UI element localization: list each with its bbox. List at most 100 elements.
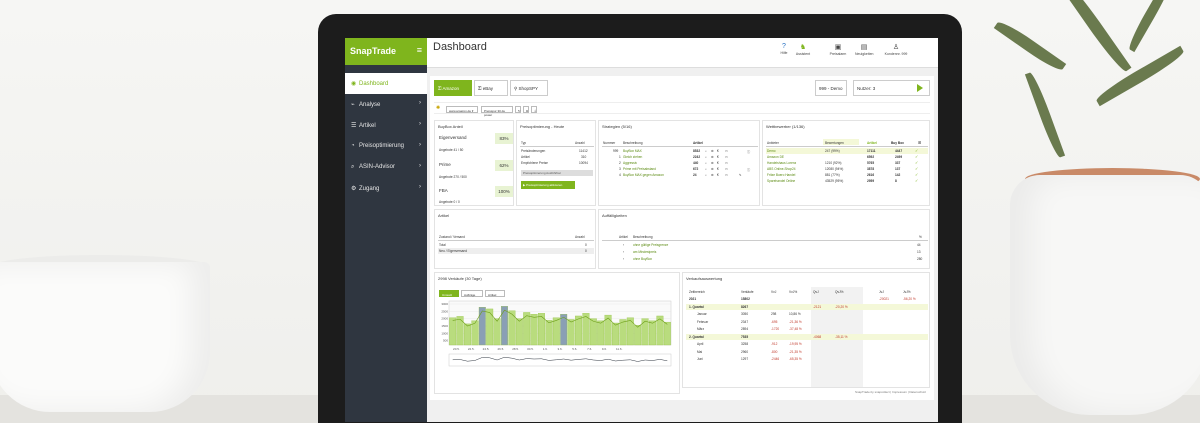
- buybox-label: Prime: [439, 162, 451, 167]
- competitor-ratings: 12080 (94%): [825, 167, 844, 171]
- eval-label[interactable]: Juni: [697, 357, 703, 361]
- ebay-icon: ⚿: [478, 86, 483, 91]
- eval-label[interactable]: 1. Quartal: [689, 304, 704, 309]
- sidebar-item-zugang[interactable]: ⚙ Zugang ›: [345, 178, 427, 199]
- strategy-name[interactable]: Gleich ziehen: [623, 155, 643, 159]
- eval-label[interactable]: 2021: [689, 297, 697, 301]
- metric-umsatz-button[interactable]: Umsatz: [439, 290, 459, 297]
- chevron-right-icon[interactable]: ›: [623, 243, 625, 247]
- sidebar-item-asin-advisor[interactable]: ⌕ ASIN-Advisor ›: [345, 157, 427, 178]
- search-icon[interactable]: ⌕: [705, 173, 707, 177]
- competitor-name[interactable]: Demo: [767, 149, 776, 153]
- x-tick-label: 7.6.: [587, 347, 592, 351]
- euro-icon[interactable]: €: [717, 161, 719, 165]
- copy-button[interactable]: ⧉: [523, 106, 529, 113]
- col-header[interactable]: Buy Box: [891, 141, 904, 145]
- edit-icon[interactable]: ✎: [739, 173, 742, 177]
- sidebar-item-analyse[interactable]: ⌁ Analyse ›: [345, 94, 427, 115]
- footer-links[interactable]: SnapTrade.by snapcollect | Impressum | D…: [855, 390, 926, 394]
- export-button[interactable]: ⇩: [531, 106, 537, 113]
- col-header: %: [919, 235, 922, 239]
- eval-label[interactable]: Mai: [697, 349, 703, 354]
- eval-value: -35,11 %: [835, 334, 848, 339]
- eval-value: -37,48 %: [789, 327, 802, 331]
- info-icon[interactable]: ⓘ: [747, 168, 751, 172]
- euro-icon[interactable]: €: [717, 167, 719, 171]
- chevron-right-icon[interactable]: ›: [623, 257, 625, 261]
- issue-label[interactable]: ohne gültige Preisgrenze: [633, 243, 669, 247]
- help-button[interactable]: ? Hilfe: [775, 43, 793, 55]
- competitor-buybox: 337: [895, 161, 901, 165]
- col-header: QvJ: [813, 290, 819, 294]
- info-icon[interactable]: ⓘ: [747, 150, 751, 154]
- competitor-name[interactable]: Fritze Buero Handel: [767, 173, 796, 177]
- sidebar-item-dashboard[interactable]: ◉ Dashboard: [345, 73, 427, 94]
- col-header[interactable]: Artikel: [867, 141, 877, 145]
- news-button[interactable]: ▤ Neuigkeiten: [855, 43, 873, 56]
- metric-auftraege-button[interactable]: Aufträge: [461, 290, 483, 297]
- chat-icon[interactable]: ▭: [725, 173, 729, 177]
- menu-icon[interactable]: ≡: [416, 45, 422, 55]
- competitor-name[interactable]: Handelshaus Lorenz: [767, 161, 797, 165]
- quarter-row-highlight: [686, 333, 928, 340]
- eval-label[interactable]: April: [697, 342, 704, 346]
- chat-icon[interactable]: ▭: [725, 167, 729, 171]
- eval-label[interactable]: Januar: [697, 312, 707, 316]
- columns-icon[interactable]: ⊞: [918, 140, 922, 145]
- eval-label[interactable]: 2. Quartal: [689, 334, 704, 339]
- play-icon[interactable]: [917, 84, 923, 92]
- metric-artikel-button[interactable]: Artikel: [485, 290, 505, 297]
- competitor-name[interactable]: Sparehandel Online: [767, 179, 796, 183]
- assistant-button[interactable]: ♞ Assistent: [794, 43, 812, 56]
- settings-icon[interactable]: ⚙: [711, 161, 714, 165]
- activate-pricing-button[interactable]: ▶ Preisoptimierung aktivieren: [521, 181, 575, 189]
- settings-icon[interactable]: ⚙: [711, 149, 714, 153]
- row-value: 0: [585, 243, 587, 247]
- competitor-ratings: 247 (99%): [825, 149, 840, 153]
- strategy-name[interactable]: Aggressiv: [623, 161, 637, 165]
- search-icon[interactable]: ⌕: [705, 161, 707, 165]
- row-label: Empfohlene Preise: [521, 161, 548, 165]
- buybox-label: Eigenversand: [439, 135, 467, 140]
- euro-icon[interactable]: €: [717, 173, 719, 177]
- search-icon[interactable]: ⌕: [705, 167, 707, 171]
- chat-icon[interactable]: ▭: [725, 149, 729, 153]
- col-header[interactable]: Bewertungen: [825, 141, 844, 145]
- euro-icon[interactable]: €: [717, 149, 719, 153]
- eval-label[interactable]: März: [697, 327, 705, 331]
- settings-icon[interactable]: ⚙: [711, 167, 714, 171]
- issue-label[interactable]: am Mindestpreis: [633, 250, 657, 254]
- eval-label[interactable]: Februar: [697, 319, 709, 324]
- col-header: QvJ%: [835, 290, 844, 294]
- chevron-right-icon: ›: [419, 184, 421, 190]
- chevron-right-icon[interactable]: ›: [623, 250, 625, 254]
- users-box[interactable]: Nutzer: 3: [853, 80, 930, 96]
- strategy-name[interactable]: BuyBox MAX: [623, 149, 642, 153]
- settings-icon[interactable]: ⚙: [711, 173, 714, 177]
- chat-icon[interactable]: ▭: [725, 155, 729, 159]
- tab-ebay[interactable]: ⚿ eBay: [474, 80, 508, 96]
- tab-shopspy[interactable]: ⚲ ShopSPY: [510, 80, 548, 96]
- strategy-name[interactable]: BuyBox MAX gegen Amazon: [623, 173, 664, 177]
- tab-amazon[interactable]: ⚿ Amazon: [434, 80, 472, 96]
- competitor-name[interactable]: Amazon DE: [767, 155, 785, 159]
- sidebar-item-artikel[interactable]: ☰ Artikel ›: [345, 115, 427, 136]
- news-icon: ▤: [860, 44, 868, 51]
- competitor-name[interactable]: ABS Online-Shop24: [767, 167, 796, 171]
- euro-icon[interactable]: €: [717, 155, 719, 159]
- period-select[interactable]: Preisspur 30 de power: [481, 106, 513, 117]
- chat-icon[interactable]: ▭: [725, 161, 729, 165]
- issue-label[interactable]: ohne BuyBox: [633, 257, 652, 261]
- competitor-buybox: 8: [895, 179, 897, 183]
- marketplace-select[interactable]: www.amazon.de ▾: [446, 106, 478, 113]
- amazon-icon: ⚿: [438, 86, 443, 91]
- settings-icon[interactable]: ⚙: [711, 155, 714, 159]
- user-button[interactable]: ♙ Kundennr. 999: [881, 43, 911, 56]
- search-icon[interactable]: ⌕: [705, 149, 707, 153]
- sidebar-item-preisoptimierung[interactable]: ◔ Preisoptimierung ›: [345, 136, 427, 157]
- account-box[interactable]: 999 - Demo: [815, 80, 847, 96]
- search-icon[interactable]: ⌕: [705, 155, 707, 159]
- strategy-name[interactable]: Prime mit Preisabstand: [623, 167, 656, 171]
- refresh-button[interactable]: ↻: [515, 106, 521, 113]
- alarm-button[interactable]: ▣ Preisalarm: [829, 43, 847, 56]
